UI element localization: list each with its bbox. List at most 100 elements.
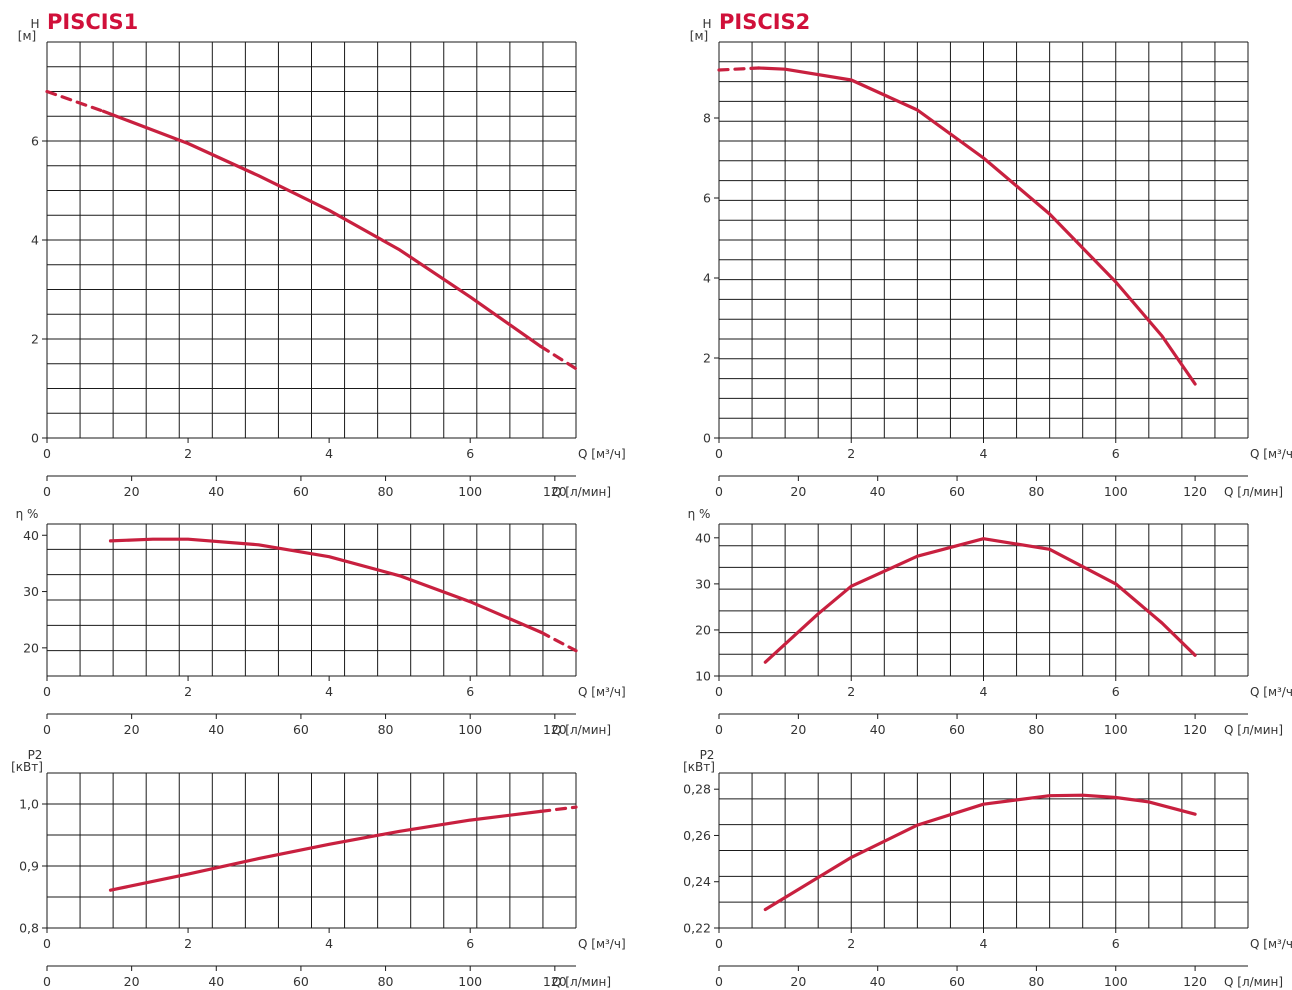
y-tick-label: 20 [695,622,711,637]
x-tick-label: 2 [847,684,855,699]
x-tick-label: 0 [715,936,723,951]
y-tick-label: 0,22 [683,921,711,936]
y-tick-label: 6 [31,134,39,149]
y-tick-label: 40 [695,530,711,545]
flow-tick-label: 40 [870,974,886,989]
x-tick-label: 6 [466,936,474,951]
x-axis-label-m3h: Q [м³/ч] [578,447,626,461]
y-tick-label: 2 [703,351,711,366]
flow-tick-label: 60 [949,722,965,737]
x-tick-label: 6 [1112,936,1120,951]
x-tick-label: 2 [847,446,855,461]
x-axis-label-lmin: Q [л/мин] [1224,485,1283,499]
flow-tick-label: 120 [1183,974,1207,989]
piscis2-title: PISCIS2 [719,10,810,34]
flow-tick-label: 0 [43,722,51,737]
piscis1-efficiency-curve-solid [108,537,543,634]
x-tick-label: 0 [43,936,51,951]
flow-tick-label: 100 [458,974,482,989]
x-tick-label: 6 [466,684,474,699]
piscis2-power-grid [718,772,1249,929]
x-axis-label-m3h: Q [м³/ч] [578,685,626,699]
flow-tick-label: 20 [790,974,806,989]
flow-tick-label: 20 [124,722,140,737]
y-axis-label: P2 [700,748,715,762]
x-axis-label-lmin: Q [л/мин] [552,723,611,737]
piscis1-efficiency-grid [46,523,577,677]
x-tick-label: 0 [715,446,723,461]
y-tick-label: 0 [703,431,711,446]
flow-tick-label: 20 [790,722,806,737]
x-tick-label: 2 [184,684,192,699]
y-axis-label: H [30,17,39,31]
x-tick-label: 6 [1112,684,1120,699]
flow-tick-label: 60 [293,484,309,499]
flow-tick-label: 20 [124,974,140,989]
x-tick-label: 4 [980,936,988,951]
piscis1-power-curve-solid [108,809,543,892]
piscis2-efficiency-chart: 10 20 30 40 η % 0 2 4 6 Q [м³/ч] 0 20 40 60 80 100 120 Q … [688,507,1292,737]
flow-tick-label: 40 [208,722,224,737]
flow-tick-label: 120 [1183,722,1207,737]
flow-tick-label: 40 [870,484,886,499]
y-axis-unit: [м] [690,29,708,43]
flow-tick-label: 80 [378,974,394,989]
y-tick-label: 6 [703,191,711,206]
y-tick-label: 4 [31,233,39,248]
piscis1-head-curve-solid [101,109,543,348]
piscis1-power-grid [46,772,577,929]
piscis1-head-grid [46,41,577,439]
flow-tick-label: 120 [1183,484,1207,499]
x-axis-label-lmin: Q [л/мин] [1224,975,1283,989]
flow-tick-label: 100 [1104,484,1128,499]
y-tick-label: 1,0 [19,797,39,812]
y-tick-label: 2 [31,332,39,347]
y-tick-label: 4 [703,271,711,286]
x-tick-label: 0 [715,684,723,699]
flow-tick-label: 20 [124,484,140,499]
flow-tick-label: 20 [790,484,806,499]
piscis2-head-grid [718,41,1249,439]
x-tick-label: 4 [325,684,333,699]
y-axis-label: P2 [28,748,43,762]
y-tick-label: 20 [23,640,39,655]
y-tick-label: 0,9 [19,859,39,874]
flow-tick-label: 0 [43,974,51,989]
flow-tick-label: 60 [293,974,309,989]
x-tick-label: 4 [980,684,988,699]
flow-tick-label: 60 [293,722,309,737]
y-tick-label: 0 [31,431,39,446]
x-tick-label: 4 [325,446,333,461]
x-tick-label: 6 [466,446,474,461]
flow-tick-label: 40 [208,484,224,499]
piscis1-head-curve-dashed [539,344,578,371]
x-tick-label: 2 [184,936,192,951]
y-tick-label: 40 [23,528,39,543]
flow-tick-label: 100 [1104,722,1128,737]
flow-tick-label: 60 [949,484,965,499]
piscis2-head-curve-solid [757,66,1197,386]
flow-tick-label: 80 [1028,484,1044,499]
piscis2-head-chart: 0 2 4 6 8 H[м] 0 2 4 6 Q [м³/ч] 0 20 40 60 80 100 120 Q [л… [690,17,1292,499]
x-axis-label-m3h: Q [м³/ч] [578,937,626,951]
x-tick-label: 6 [1112,446,1120,461]
piscis1-power-curve-dashed [539,805,578,813]
piscis1-head-curve-dashed [45,89,105,113]
y-tick-label: 0,26 [683,828,711,843]
flow-tick-label: 80 [1028,974,1044,989]
flow-tick-label: 80 [378,722,394,737]
flow-tick-label: 100 [458,722,482,737]
y-axis-label: η % [688,507,711,521]
y-tick-label: 8 [703,111,711,126]
flow-tick-label: 120 [543,484,567,499]
flow-tick-label: 100 [458,484,482,499]
y-tick-label: 30 [23,584,39,599]
x-tick-label: 4 [980,446,988,461]
x-axis-label-m3h: Q [м³/ч] [1250,447,1292,461]
y-tick-label: 0,28 [683,782,711,797]
flow-tick-label: 120 [543,974,567,989]
x-tick-label: 4 [325,936,333,951]
